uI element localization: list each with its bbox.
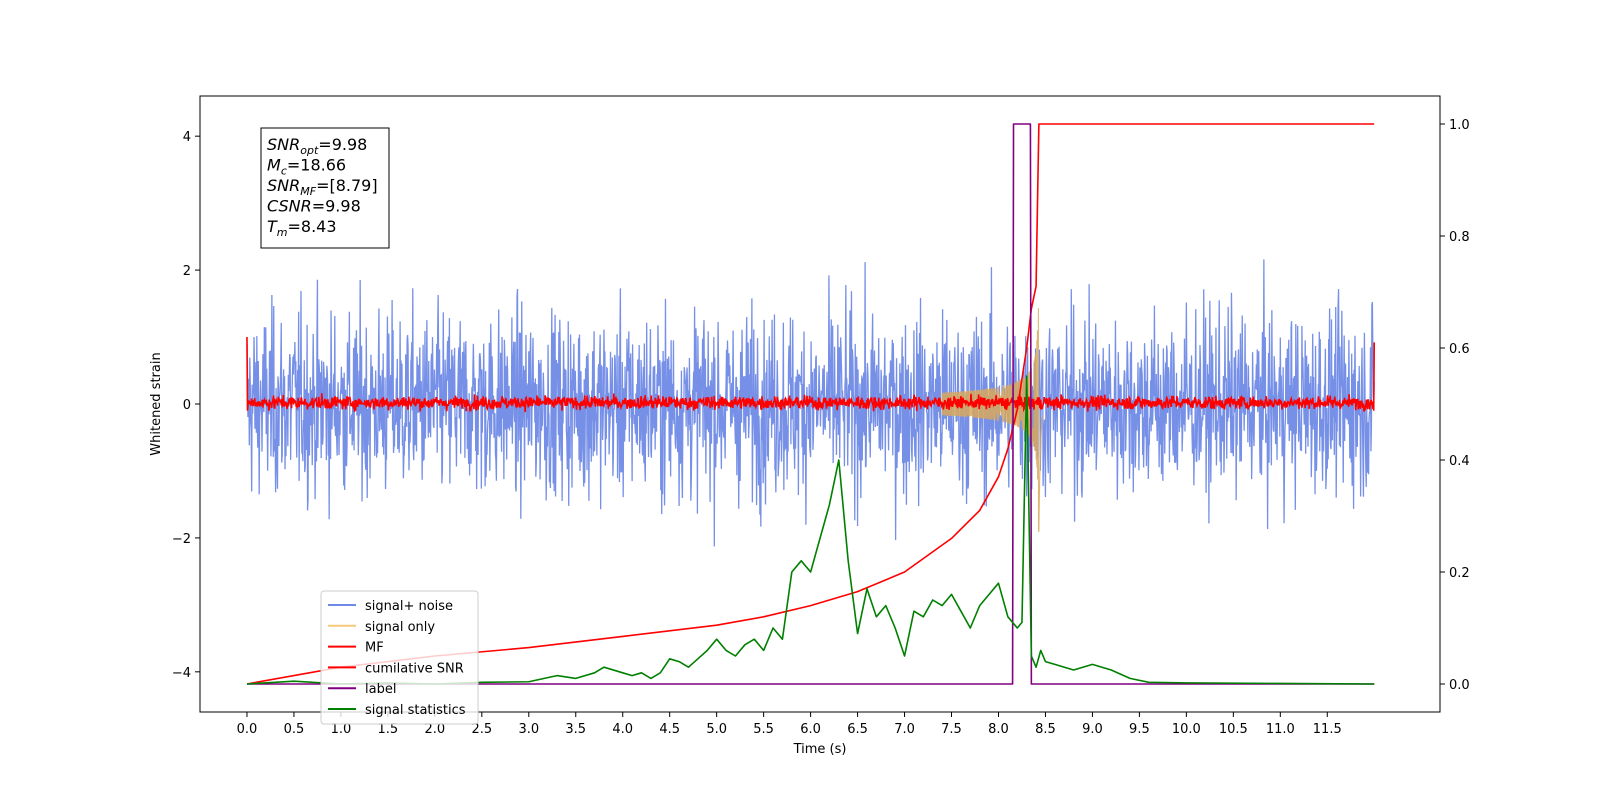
y-axis-label: Whitened strain bbox=[149, 352, 164, 455]
y-left-tick-label: −2 bbox=[172, 532, 191, 547]
legend-label: cumilative SNR bbox=[365, 661, 464, 676]
x-tick-label: 7.5 bbox=[941, 722, 962, 737]
x-tick-label: 9.5 bbox=[1129, 722, 1150, 737]
x-tick-label: 2.0 bbox=[425, 722, 446, 737]
axes: 0.0 0.5 1.0 1.5 2.0 2.5 3.0 3.5 4.0 4.5 5.0 5.5 6.0 6… bbox=[172, 118, 1470, 737]
annotation-box: SNRopt=9.98Mc=18.66SNRMF=[8.79]CSNR=9.98… bbox=[260, 127, 390, 249]
legend-label: signal+ noise bbox=[365, 599, 453, 614]
x-tick-label: 2.5 bbox=[471, 722, 492, 737]
x-tick-label: 11.5 bbox=[1313, 722, 1342, 737]
y-right-tick-label: 0.0 bbox=[1449, 678, 1470, 693]
legend: signal+ noise signal only MF cumilative SNR… bbox=[320, 590, 479, 725]
series-signal-statistics bbox=[246, 375, 1375, 685]
x-tick-label: 8.0 bbox=[988, 722, 1009, 737]
y-left-tick-label: −4 bbox=[172, 666, 191, 681]
legend-label: signal only bbox=[365, 620, 435, 635]
y-right-tick-label: 0.4 bbox=[1449, 454, 1470, 469]
x-tick-label: 8.5 bbox=[1035, 722, 1056, 737]
y-right-tick-label: 0.8 bbox=[1449, 230, 1470, 245]
annotation-line: Mc=18.66 bbox=[267, 156, 346, 178]
x-tick-label: 3.5 bbox=[565, 722, 586, 737]
annotation-line: Tm=8.43 bbox=[267, 217, 337, 239]
x-tick-label: 1.5 bbox=[378, 722, 399, 737]
y-left-tick-label: 0 bbox=[183, 398, 191, 413]
x-tick-label: 7.0 bbox=[894, 722, 915, 737]
y-left-tick-label: 4 bbox=[183, 130, 191, 145]
x-tick-label: 11.0 bbox=[1266, 722, 1295, 737]
x-tick-label: 4.5 bbox=[659, 722, 680, 737]
y-right-tick-label: 0.2 bbox=[1449, 566, 1470, 581]
annotation-line: CSNR=9.98 bbox=[267, 197, 361, 216]
x-tick-label: 0.5 bbox=[284, 722, 305, 737]
series-signal-noise bbox=[246, 259, 1375, 547]
x-tick-label: 9.0 bbox=[1082, 722, 1103, 737]
x-axis-label: Time (s) bbox=[793, 742, 847, 757]
x-tick-label: 0.0 bbox=[237, 722, 258, 737]
legend-frame bbox=[320, 590, 479, 725]
legend-label: MF bbox=[365, 641, 384, 656]
x-tick-label: 6.0 bbox=[800, 722, 821, 737]
x-tick-label: 5.5 bbox=[753, 722, 774, 737]
x-tick-label: 10.0 bbox=[1172, 722, 1201, 737]
series-label bbox=[246, 123, 1375, 685]
x-tick-label: 6.5 bbox=[847, 722, 868, 737]
annotation-frame bbox=[260, 127, 390, 249]
legend-label: signal statistics bbox=[365, 703, 466, 718]
x-tick-label: 1.0 bbox=[331, 722, 352, 737]
series-mf bbox=[246, 337, 1376, 413]
y-right-tick-label: 1.0 bbox=[1449, 118, 1470, 133]
plot-area bbox=[246, 123, 1376, 685]
y-left-tick-label: 2 bbox=[183, 264, 191, 279]
x-tick-label: 3.0 bbox=[518, 722, 539, 737]
x-tick-label: 10.5 bbox=[1219, 722, 1248, 737]
x-tick-label: 4.0 bbox=[612, 722, 633, 737]
y-right-tick-label: 0.6 bbox=[1449, 342, 1470, 357]
annotation-line: SNRMF=[8.79] bbox=[267, 176, 378, 198]
x-tick-label: 5.0 bbox=[706, 722, 727, 737]
legend-label: label bbox=[365, 682, 396, 697]
annotation-line: SNRopt=9.98 bbox=[267, 135, 367, 157]
